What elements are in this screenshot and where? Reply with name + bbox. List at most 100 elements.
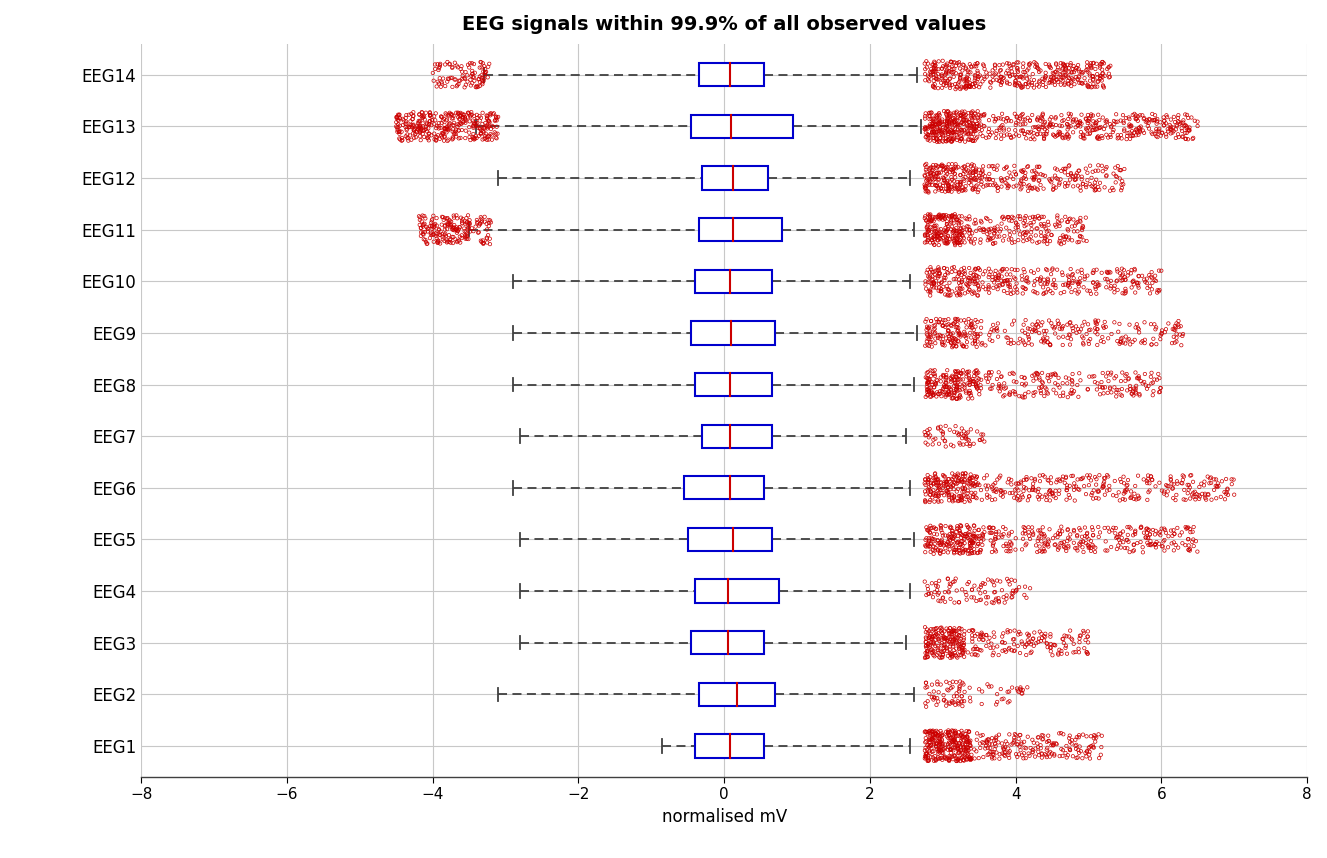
Point (460, 69, 482, 82)
Point (1019, 483, 1040, 497)
Point (1038, 746, 1059, 760)
Point (966, 269, 987, 283)
Point (929, 634, 950, 648)
Point (959, 386, 981, 400)
Point (958, 543, 979, 557)
Point (981, 680, 1002, 693)
Point (991, 76, 1013, 89)
Point (478, 119, 499, 133)
Point (922, 388, 943, 402)
Point (468, 109, 490, 123)
Point (953, 482, 974, 496)
Point (932, 746, 953, 759)
Point (1058, 523, 1079, 536)
Point (970, 171, 991, 184)
Point (947, 428, 969, 442)
Point (914, 680, 936, 694)
Point (471, 124, 492, 137)
Point (920, 65, 941, 79)
Point (953, 117, 974, 130)
Point (1047, 63, 1068, 77)
Point (389, 108, 410, 122)
Point (954, 113, 975, 127)
Point (1023, 172, 1044, 186)
Point (916, 750, 937, 764)
Point (918, 178, 940, 192)
Point (943, 174, 965, 188)
Point (1062, 169, 1083, 183)
Point (1079, 127, 1100, 141)
Point (1121, 263, 1143, 277)
Point (993, 71, 1014, 85)
Point (426, 80, 447, 94)
Point (1006, 481, 1027, 495)
Point (1089, 526, 1111, 540)
Point (1097, 366, 1119, 379)
Point (1031, 366, 1052, 380)
Point (1060, 386, 1082, 400)
Point (1139, 122, 1160, 136)
Point (982, 649, 1003, 662)
Point (433, 113, 454, 127)
Point (977, 734, 998, 748)
Point (1001, 473, 1022, 486)
Point (940, 118, 961, 131)
Point (936, 389, 957, 402)
Point (1071, 266, 1092, 280)
Point (1051, 63, 1072, 76)
Point (949, 543, 970, 557)
Point (466, 213, 487, 227)
Point (446, 221, 467, 234)
Point (922, 540, 943, 553)
Point (921, 117, 942, 130)
Point (1067, 482, 1088, 496)
Point (1042, 263, 1063, 276)
Point (1095, 488, 1116, 502)
Point (937, 127, 958, 141)
Point (1104, 527, 1125, 541)
Point (1121, 129, 1143, 142)
Point (925, 728, 946, 741)
Point (1066, 326, 1087, 340)
Point (1010, 743, 1031, 757)
Point (1058, 120, 1079, 134)
Point (963, 277, 985, 291)
Point (940, 697, 961, 710)
Point (953, 164, 974, 178)
Point (987, 317, 1009, 330)
Point (1006, 583, 1027, 596)
Point (950, 329, 971, 343)
Point (1173, 469, 1194, 483)
Point (979, 382, 1001, 396)
Point (1011, 637, 1032, 650)
Point (969, 478, 990, 492)
Point (970, 543, 991, 557)
Point (999, 535, 1020, 549)
Point (1028, 173, 1050, 187)
Point (1018, 57, 1039, 71)
Point (924, 65, 945, 79)
Point (1177, 132, 1198, 146)
Point (1003, 179, 1024, 193)
Point (930, 127, 951, 141)
Point (933, 632, 954, 646)
Point (1201, 476, 1222, 490)
Point (997, 160, 1018, 173)
Point (1060, 285, 1082, 299)
Point (486, 120, 507, 134)
Point (1133, 473, 1154, 486)
Point (1206, 479, 1227, 492)
Point (934, 637, 955, 651)
Point (920, 470, 941, 484)
Point (466, 131, 487, 145)
Point (1116, 479, 1137, 492)
Point (954, 473, 975, 486)
Point (1001, 64, 1022, 78)
Point (1095, 472, 1116, 486)
Point (954, 495, 975, 509)
Point (969, 81, 990, 94)
Point (971, 698, 993, 711)
Point (951, 132, 973, 146)
Point (1055, 63, 1076, 76)
Point (955, 490, 977, 504)
